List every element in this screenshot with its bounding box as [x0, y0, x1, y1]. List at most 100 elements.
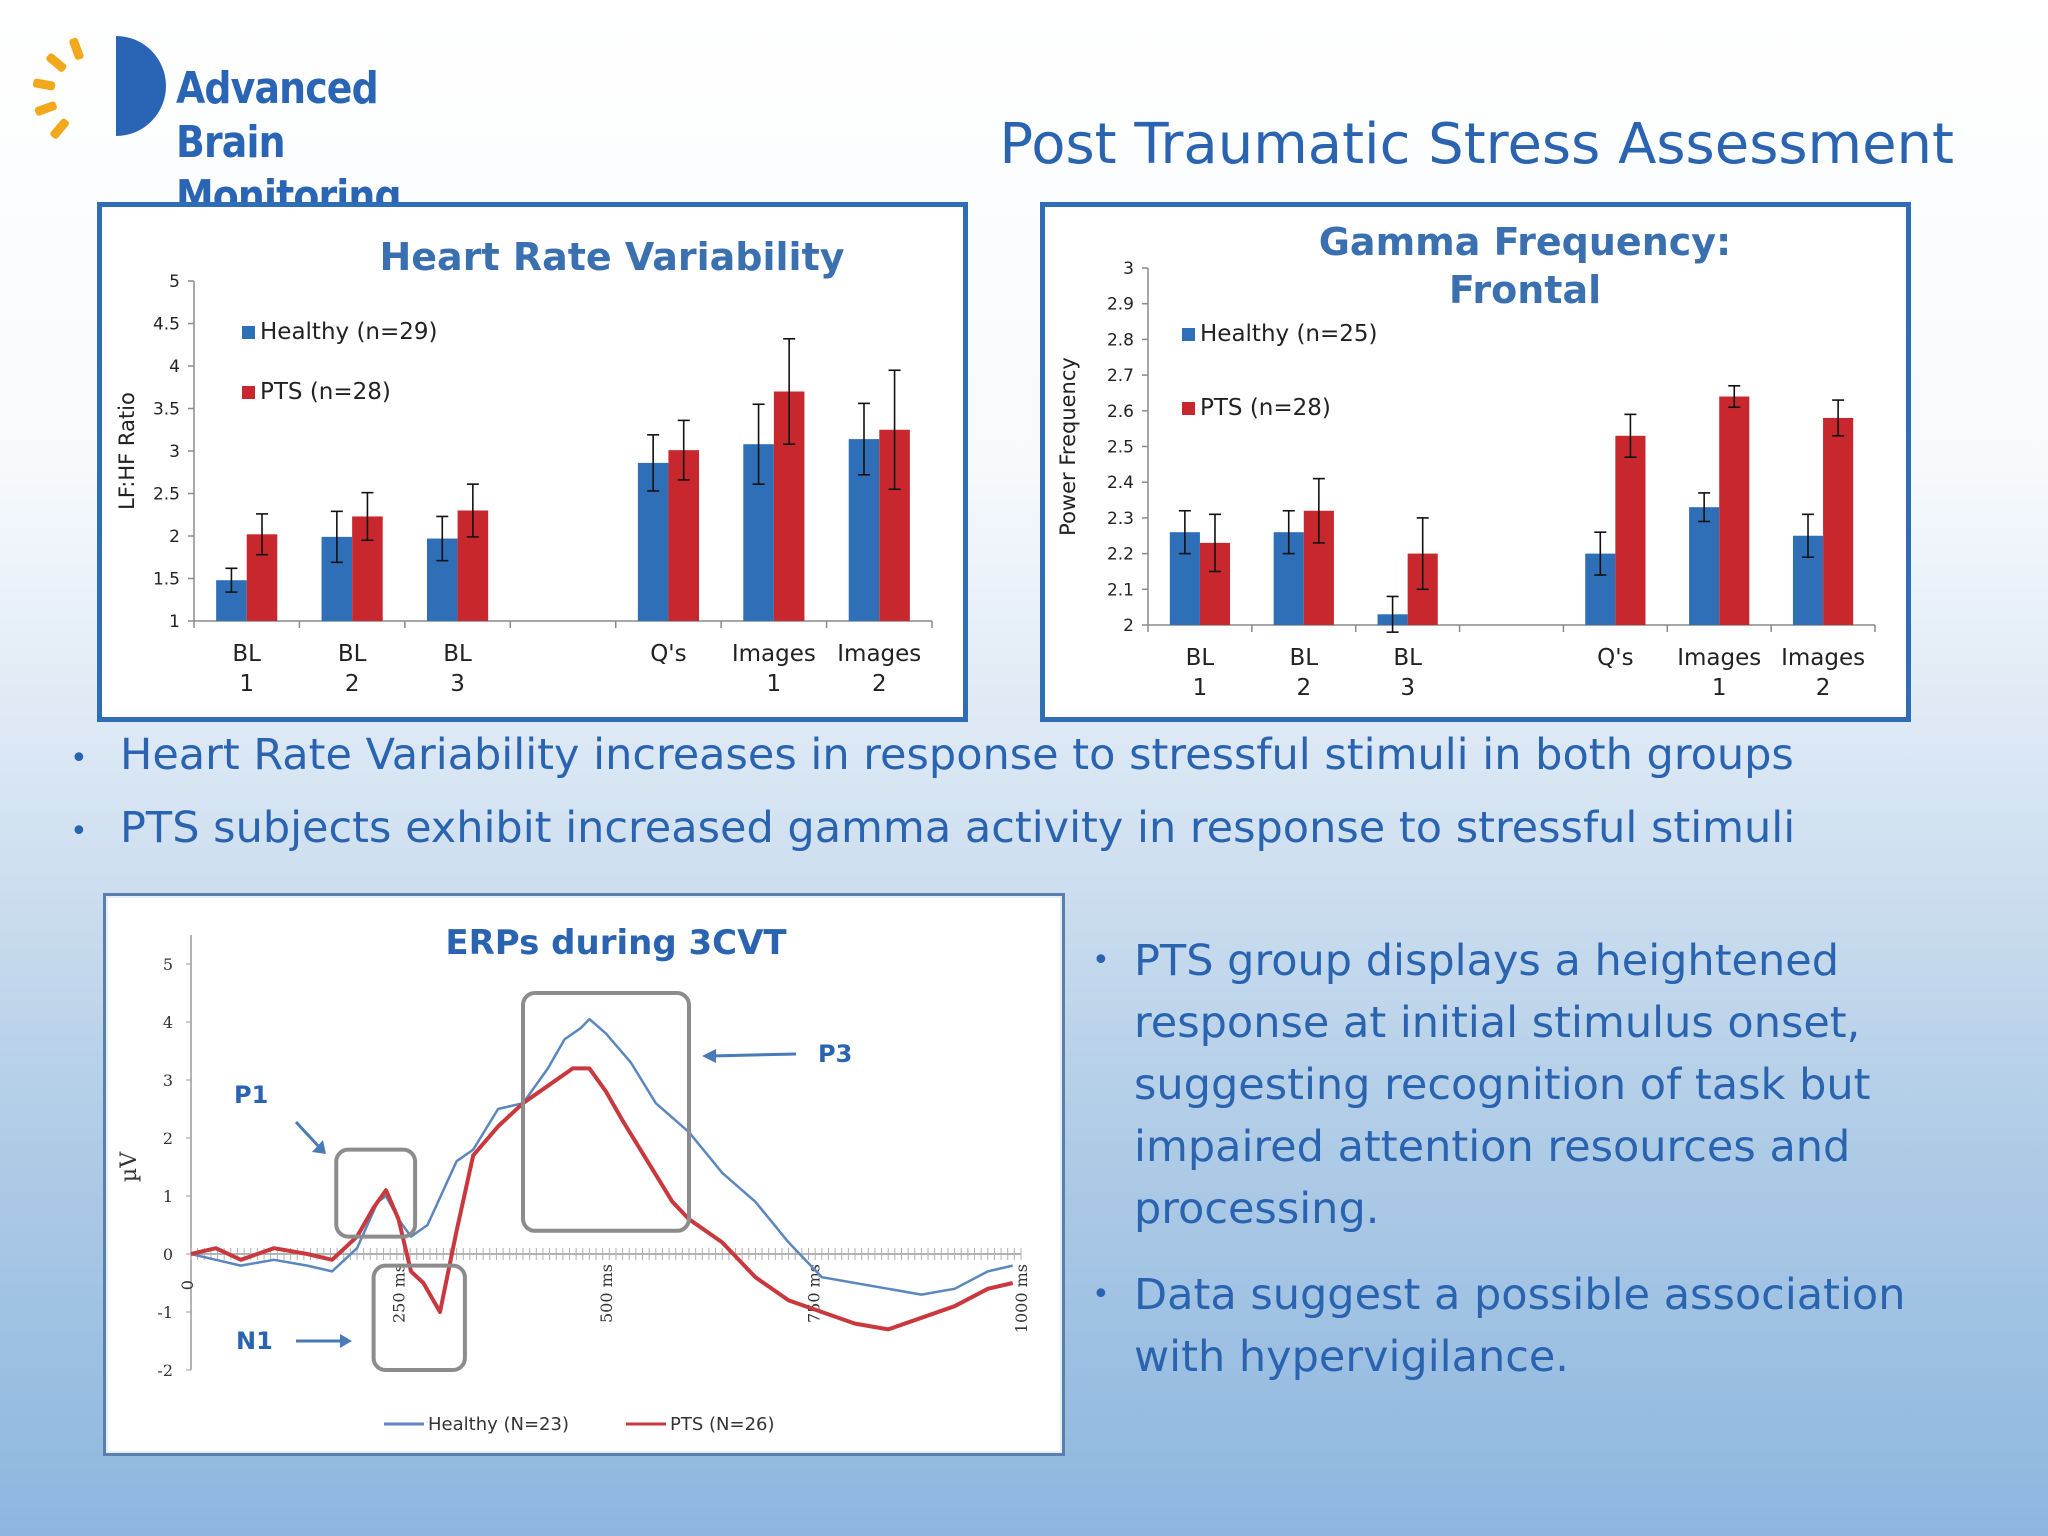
hrv-legend-label: Healthy (n=29)	[260, 319, 438, 345]
hrv-y-tick-label: 5	[169, 272, 180, 292]
gamma-bar-pts	[1823, 417, 1854, 625]
gamma-y-tick-label: 2.8	[1107, 330, 1134, 350]
gamma-bar-pts	[1615, 435, 1646, 625]
erp-y-tick-label: 5	[163, 955, 173, 974]
erp-time-label: 1000 ms	[1012, 1264, 1031, 1333]
hrv-category-label: BL	[232, 641, 261, 667]
hrv-legend-label: PTS (n=28)	[260, 379, 391, 405]
gamma-category-label: 2	[1296, 675, 1311, 701]
hrv-category-label: Images	[837, 641, 921, 667]
hrv-category-label: 1	[767, 671, 782, 697]
erp-time-label: 750 ms	[805, 1264, 824, 1323]
hrv-y-tick-label: 1	[169, 612, 180, 632]
hrv-legend-swatch	[242, 386, 255, 399]
erp-arrowhead-p1-icon	[312, 1140, 326, 1154]
hrv-category-label: Images	[732, 641, 816, 667]
gamma-y-tick-label: 2.3	[1107, 509, 1134, 529]
hrv-y-tick-label: 2	[169, 527, 180, 547]
gamma-title-line-0: Gamma Frequency:	[1319, 220, 1732, 264]
logo-text: Advanced Brain Monitoring	[176, 62, 463, 224]
gamma-category-label: Q's	[1597, 645, 1633, 671]
erp-title: ERPs during 3CVT	[445, 923, 787, 963]
erp-y-tick-label: -2	[157, 1361, 173, 1380]
erp-y-tick-label: 2	[163, 1129, 173, 1148]
erp-annotation-p3: P3	[818, 1040, 852, 1068]
gamma-y-tick-label: 2.4	[1107, 473, 1134, 493]
hrv-category-label: 3	[450, 671, 465, 697]
erp-legend-label: Healthy (N=23)	[428, 1414, 569, 1435]
gamma-y-axis-label: Power Frequency	[1056, 357, 1080, 536]
hrv-chart: Heart Rate Variability 1 1.5 2 2.5 3 3.5 4 4.5 5 L…	[115, 235, 933, 697]
erp-annotation-p1: P1	[234, 1081, 268, 1109]
erp-arrowhead-n1-icon	[340, 1334, 352, 1348]
gamma-title-line-1: Frontal	[1449, 268, 1601, 312]
hrv-category-label: 2	[872, 671, 887, 697]
gamma-y-tick-label: 2.2	[1107, 545, 1134, 565]
hrv-category-label: 2	[345, 671, 360, 697]
erp-p3-box	[521, 991, 691, 1233]
hrv-y-axis-label: LF:HF Ratio	[115, 392, 139, 510]
gamma-y-tick-label: 2.1	[1107, 580, 1134, 600]
erp-legend-label: PTS (N=26)	[670, 1414, 775, 1435]
gamma-category-label: BL	[1186, 645, 1215, 671]
gamma-y-tick-label: 2.9	[1107, 295, 1134, 315]
erp-arrowhead-p3-icon	[702, 1049, 716, 1063]
gamma-chart: Gamma Frequency:Frontal 2 2.1 2.2 2.3 2.4 2.5 2…	[1056, 220, 1876, 701]
erp-p1-box	[334, 1147, 418, 1239]
erp-arrow-p3-icon	[710, 1052, 797, 1058]
hrv-category-label: Q's	[650, 641, 686, 667]
slide-title: Post Traumatic Stress Assessment	[999, 112, 1954, 177]
erp-y-tick-label: 4	[163, 1013, 173, 1032]
erp-y-tick-label: -1	[157, 1303, 173, 1322]
erp-time-label: 0	[178, 1280, 197, 1290]
logo-line-1: Advanced	[176, 63, 379, 114]
company-logo: Advanced Brain Monitoring	[30, 30, 510, 222]
gamma-category-label: 1	[1193, 675, 1208, 701]
hrv-title-line-0: Heart Rate Variability	[379, 235, 844, 279]
erp-y-axis-label: µV	[117, 1151, 142, 1182]
hrv-y-tick-label: 1.5	[153, 570, 180, 590]
erp-y-tick-label: 3	[163, 1071, 173, 1090]
hrv-legend-swatch	[242, 326, 255, 339]
hrv-y-tick-label: 4	[169, 357, 180, 377]
hrv-y-tick-label: 3	[169, 442, 180, 462]
bullet-hrv: Heart Rate Variability increases in resp…	[70, 730, 1970, 803]
erp-arrow-p1-icon	[294, 1120, 323, 1151]
gamma-legend-label: PTS (n=28)	[1200, 395, 1331, 421]
erp-chart-panel: ERPs during 3CVT -2 -1 0 1 2 3 4 5 µV 0 250 ms 500 m…	[103, 893, 1065, 1456]
bullet-pts-response: PTS group displays a heightened response…	[1092, 930, 1992, 1240]
erp-y-tick-label: 1	[163, 1187, 173, 1206]
hrv-y-tick-label: 4.5	[153, 315, 180, 335]
hrv-y-tick-label: 3.5	[153, 400, 180, 420]
gamma-legend-label: Healthy (n=25)	[1200, 321, 1378, 347]
gamma-bar-pts	[1719, 396, 1750, 625]
erp-n1-box	[371, 1263, 467, 1373]
gamma-legend-swatch	[1182, 328, 1195, 341]
erp-bullets: PTS group displays a heightened response…	[1092, 930, 1992, 1412]
erp-time-label: 250 ms	[390, 1264, 409, 1323]
erp-chart: ERPs during 3CVT -2 -1 0 1 2 3 4 5 µV 0 250 ms 500 m…	[117, 923, 1031, 1435]
hrv-category-label: BL	[338, 641, 367, 667]
gamma-bar-healthy	[1689, 507, 1720, 625]
hrv-y-tick-label: 2.5	[153, 485, 180, 505]
summary-bullets: Heart Rate Variability increases in resp…	[70, 730, 1970, 876]
logo-rays-icon	[32, 37, 84, 139]
gamma-y-tick-label: 2.6	[1107, 402, 1134, 422]
gamma-category-label: 3	[1400, 675, 1415, 701]
gamma-y-tick-label: 3	[1123, 259, 1134, 279]
gamma-legend-swatch	[1182, 402, 1195, 415]
gamma-category-label: BL	[1289, 645, 1318, 671]
logo-mark-icon	[32, 36, 166, 139]
gamma-category-label: BL	[1393, 645, 1422, 671]
gamma-category-label: Images	[1677, 645, 1761, 671]
gamma-y-tick-label: 2.7	[1107, 366, 1134, 386]
gamma-category-label: 1	[1712, 675, 1727, 701]
gamma-y-tick-label: 2.5	[1107, 438, 1134, 458]
erp-line-pts	[190, 1066, 1014, 1332]
erp-time-label: 500 ms	[597, 1264, 616, 1323]
gamma-chart-panel: Gamma Frequency: Frontal 2 2.1 2.2 2.3 2.4 2.5 2…	[1040, 202, 1911, 722]
hrv-category-label: BL	[443, 641, 472, 667]
gamma-category-label: Images	[1781, 645, 1865, 671]
bullet-hypervigilance: Data suggest a possible association with…	[1092, 1264, 1992, 1388]
bullet-gamma: PTS subjects exhibit increased gamma act…	[70, 803, 1970, 876]
